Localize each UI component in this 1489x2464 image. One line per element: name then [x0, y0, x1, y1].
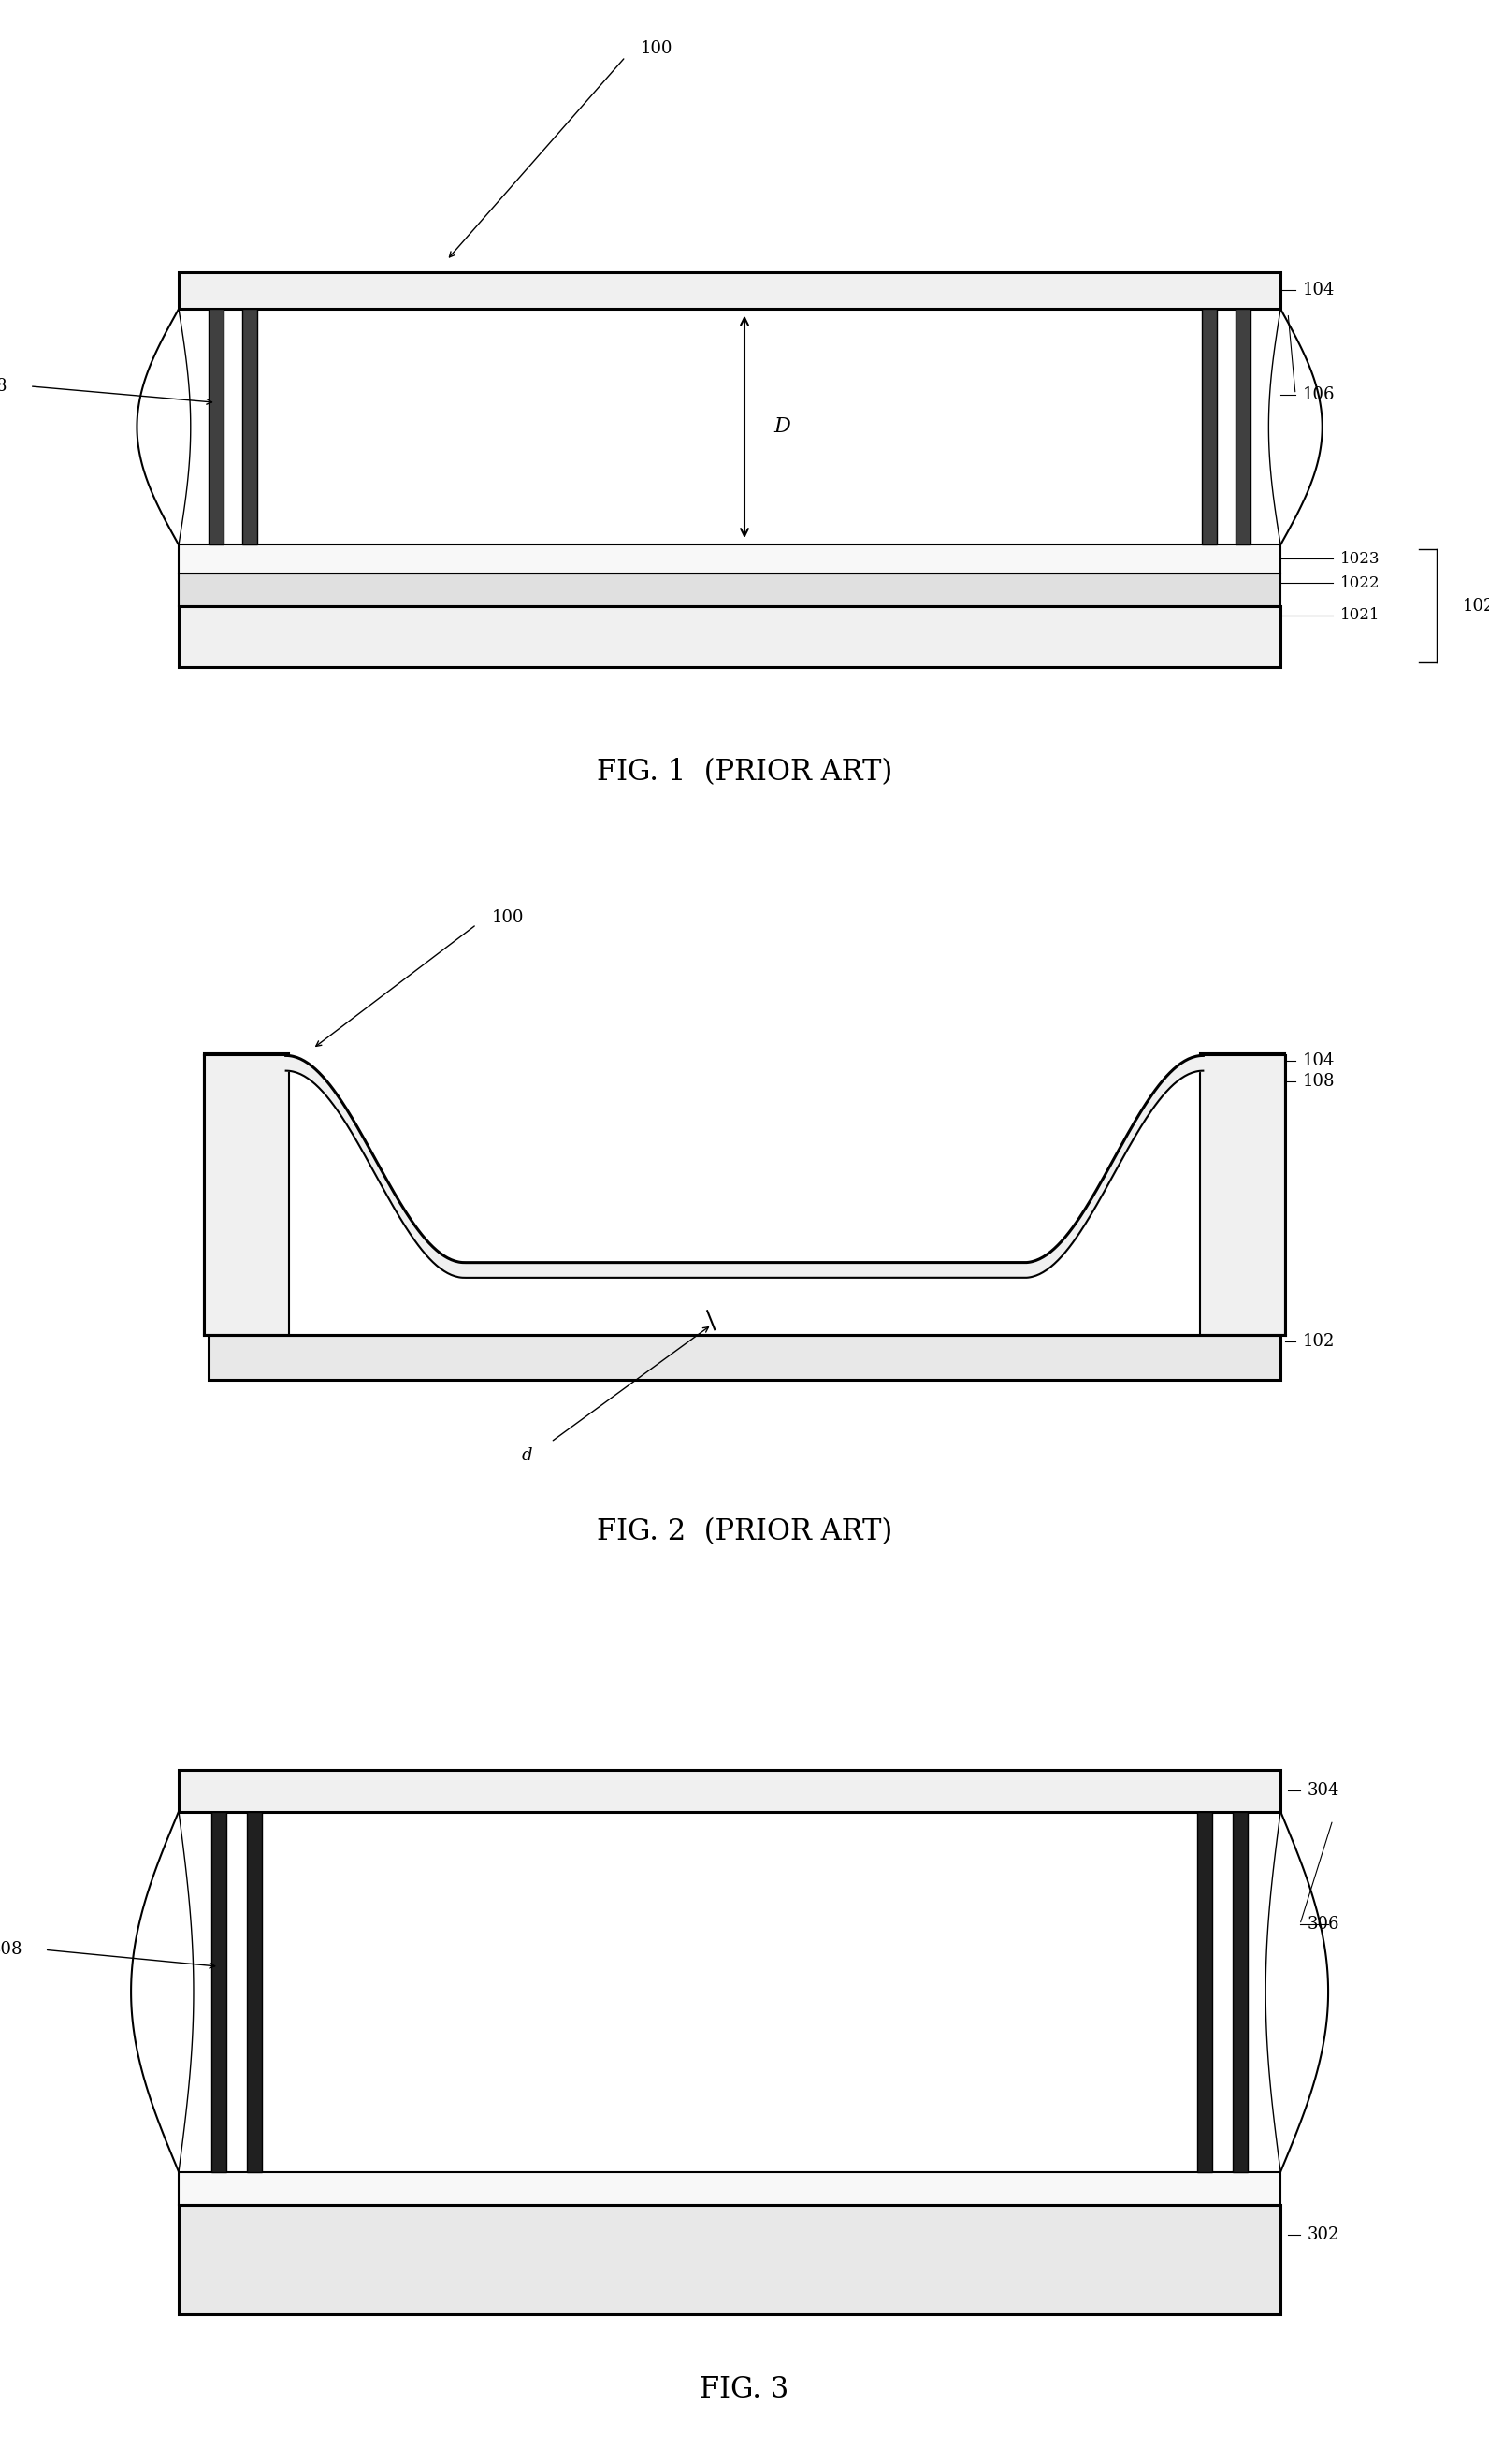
Text: 306: 306: [1307, 1917, 1340, 1934]
Text: 102: 102: [1303, 1333, 1336, 1350]
Text: 104: 104: [1303, 281, 1336, 298]
Text: 108: 108: [1303, 1074, 1336, 1089]
Bar: [1233, 1811, 1248, 2171]
Text: FIG. 1  (PRIOR ART): FIG. 1 (PRIOR ART): [597, 759, 892, 786]
Text: 308: 308: [0, 1942, 22, 1959]
Text: 100: 100: [491, 909, 524, 926]
Text: 108: 108: [0, 377, 7, 394]
Bar: [243, 308, 258, 545]
Bar: [1203, 1055, 1281, 1335]
Bar: [247, 1811, 262, 2171]
Bar: [208, 1055, 286, 1335]
Bar: [208, 308, 223, 545]
Text: 100: 100: [640, 39, 673, 57]
Bar: [179, 1769, 1281, 1811]
Bar: [208, 1335, 1281, 1380]
Bar: [211, 1811, 226, 2171]
Bar: [179, 606, 1281, 668]
Text: FIG. 3: FIG. 3: [700, 2375, 789, 2405]
Bar: [179, 545, 1281, 574]
Text: d: d: [521, 1446, 532, 1464]
Text: 302: 302: [1307, 2225, 1340, 2242]
Bar: [1200, 1055, 1285, 1335]
Text: FIG. 2  (PRIOR ART): FIG. 2 (PRIOR ART): [597, 1518, 892, 1545]
Bar: [179, 274, 1281, 308]
Text: 1022: 1022: [1340, 574, 1380, 591]
Bar: [179, 574, 1281, 606]
Bar: [1236, 308, 1251, 545]
Text: 1021: 1021: [1340, 609, 1380, 623]
Bar: [179, 2205, 1281, 2314]
Bar: [1197, 1811, 1212, 2171]
Text: 1023: 1023: [1340, 549, 1380, 567]
Text: 104: 104: [1303, 1052, 1336, 1069]
Text: 304: 304: [1307, 1781, 1340, 1799]
Text: 102: 102: [1462, 596, 1489, 614]
Bar: [179, 2171, 1281, 2205]
Text: D: D: [774, 416, 791, 436]
Bar: [1202, 308, 1217, 545]
Text: 106: 106: [1303, 387, 1336, 402]
Bar: [204, 1055, 289, 1335]
